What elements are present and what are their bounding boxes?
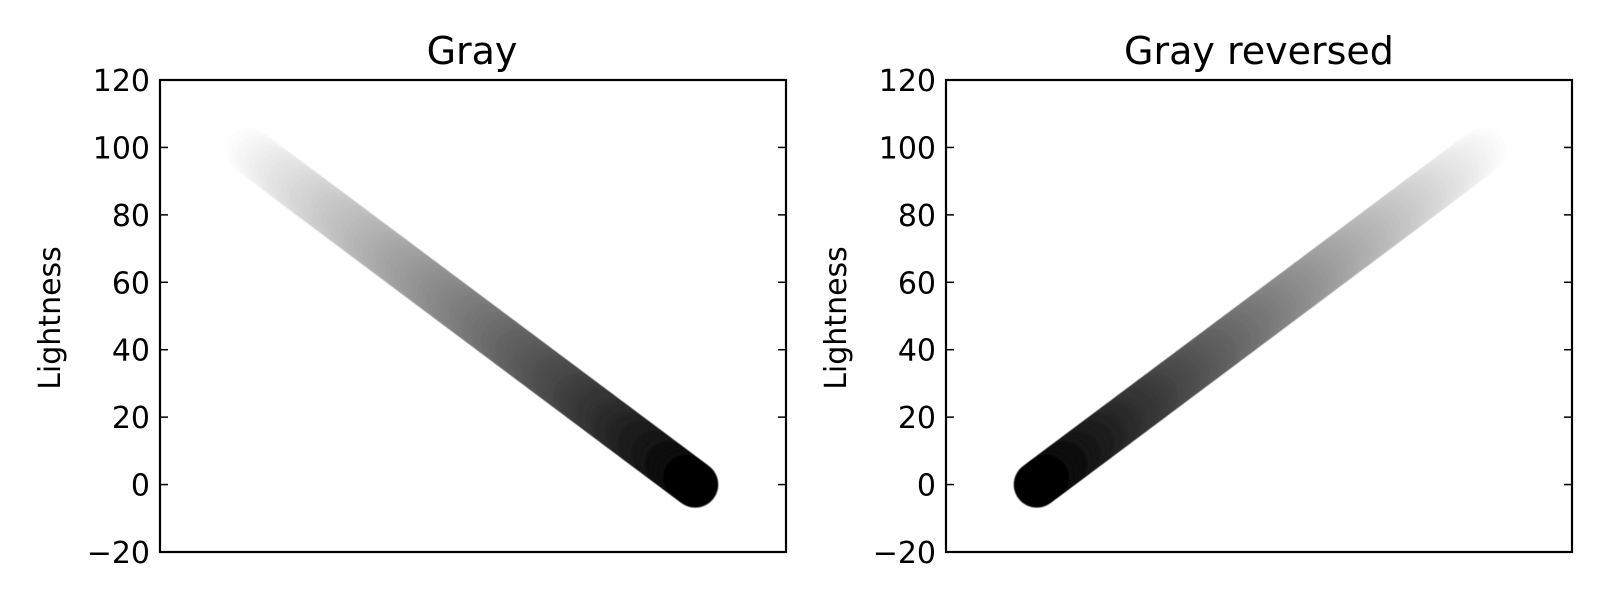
data-point (672, 461, 719, 508)
y-tick-label: 80 (898, 199, 936, 234)
y-tick-label: 40 (112, 334, 150, 369)
y-tick-label: 20 (898, 401, 936, 436)
y-tick-label: 120 (93, 64, 150, 99)
chart-panel-gray: Gray Lightness −20 0 20 40 60 80 100 120 (33, 29, 788, 571)
data-marks (1013, 124, 1511, 508)
y-tick-label: 20 (112, 401, 150, 436)
y-tick-label: −20 (87, 536, 150, 571)
y-axis-label: Lightness (33, 246, 68, 390)
y-tick-label: −20 (873, 536, 936, 571)
y-tick-label: 40 (898, 334, 936, 369)
y-axis-label: Lightness (819, 246, 854, 390)
data-point (1013, 461, 1060, 508)
y-tick-label: 0 (917, 469, 936, 504)
y-tick-label: 120 (879, 64, 936, 99)
y-tick-label: 100 (93, 131, 150, 166)
y-ticks: −20 0 20 40 60 80 100 120 (87, 64, 786, 571)
plot-frame (944, 78, 1574, 554)
y-tick-label: 80 (112, 199, 150, 234)
data-marks (221, 124, 719, 508)
chart-title: Gray reversed (1124, 29, 1394, 73)
y-tick-label: 60 (898, 266, 936, 301)
chart-title: Gray (427, 29, 518, 73)
y-tick-label: 100 (879, 131, 936, 166)
chart-panel-gray-reversed: Gray reversed Lightness −20 0 20 40 60 80 100 1… (819, 29, 1574, 571)
y-tick-label: 60 (112, 266, 150, 301)
y-ticks: −20 0 20 40 60 80 100 120 (873, 64, 1572, 571)
y-tick-label: 0 (131, 469, 150, 504)
plot-frame (158, 78, 788, 554)
